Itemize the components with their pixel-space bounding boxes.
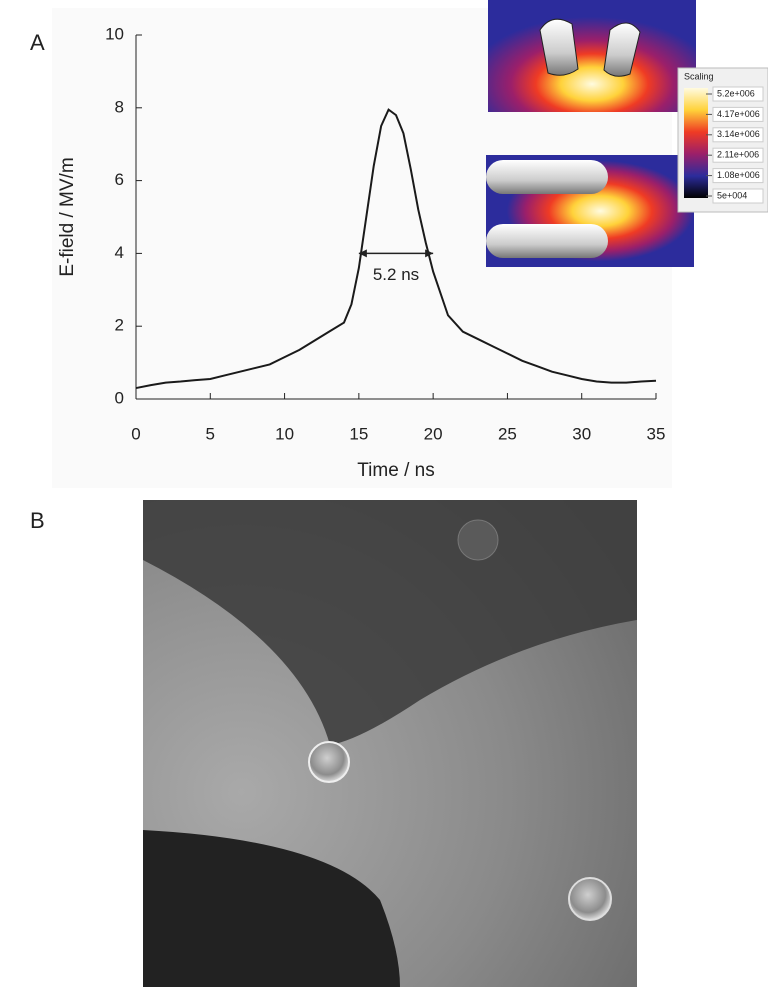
colorbar-label-box <box>712 127 764 143</box>
colorbar-label: 4.17e+006 <box>717 109 760 119</box>
y-tick-label: 8 <box>115 97 124 116</box>
colorbar-label: 1.08e+006 <box>717 170 760 180</box>
y-axis-label: E-field / MV/m <box>57 157 78 276</box>
colorbar-label: 3.14e+006 <box>717 129 760 139</box>
colorbar-label: 2.11e+006 <box>717 150 759 160</box>
panel-label: A <box>30 30 45 55</box>
fwhm-label: 5.2 ns <box>373 265 419 284</box>
colorbar-label: 5.2e+006 <box>717 88 755 98</box>
arrow-head <box>358 249 434 258</box>
panel-label: B <box>30 508 45 533</box>
microscope-image <box>143 500 637 987</box>
x-tick-label: 30 <box>572 424 591 443</box>
x-tick-label: 35 <box>647 424 666 443</box>
x-tick-label: 0 <box>131 424 140 443</box>
colorbar-label-box <box>712 168 764 184</box>
y-tick-label: 4 <box>115 243 124 262</box>
colorbar: Scaling 5.2e+006 4.17e+006 3.14e+006 2.11e+… <box>677 67 768 213</box>
colorbar-label-box <box>712 86 764 102</box>
x-tick-label: 10 <box>275 424 294 443</box>
x-tick-label: 15 <box>349 424 368 443</box>
colorbar-label-box <box>712 147 764 163</box>
inset-2d <box>486 155 694 267</box>
y-tick-label: 10 <box>105 24 124 43</box>
x-tick-label: 5 <box>206 424 215 443</box>
colorbar-label-box <box>712 106 764 122</box>
colorbar-title: Scaling <box>684 71 714 81</box>
y-tick-label: 6 <box>115 170 124 189</box>
colorbar-label-box <box>712 188 764 204</box>
x-axis-label: Time / ns <box>357 460 434 481</box>
y-tick-label: 2 <box>115 316 124 335</box>
inset-3d <box>488 0 696 112</box>
x-tick-label: 25 <box>498 424 517 443</box>
colorbar-label: 5e+004 <box>717 190 747 200</box>
y-tick-label: 0 <box>115 388 124 407</box>
x-tick-label: 20 <box>424 424 443 443</box>
line <box>135 108 657 390</box>
